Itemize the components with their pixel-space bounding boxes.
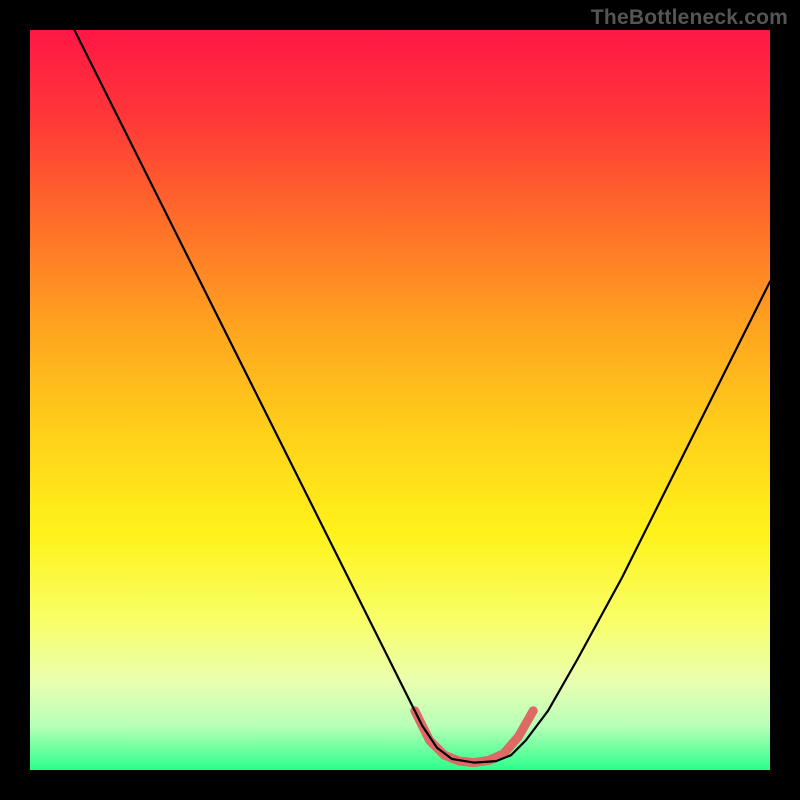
plot-area <box>30 30 770 770</box>
chart-container: TheBottleneck.com <box>0 0 800 800</box>
gradient-background <box>30 30 770 770</box>
watermark-text: TheBottleneck.com <box>591 6 788 30</box>
